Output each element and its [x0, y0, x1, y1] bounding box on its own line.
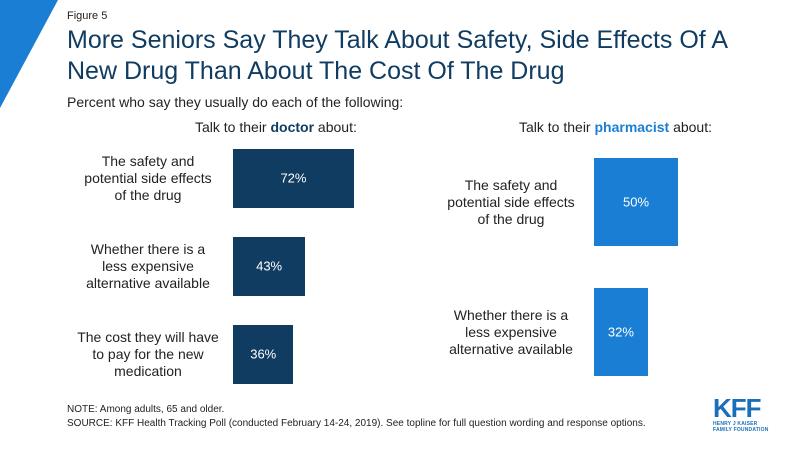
doctor-header-prefix: Talk to their — [195, 119, 271, 135]
category-label-line: of the drug — [477, 210, 545, 227]
category-label-line: alternative available — [86, 274, 210, 291]
category-label-line: The safety and — [101, 152, 195, 169]
chart-subtitle: Percent who say they usually do each of … — [67, 94, 404, 110]
kff-logo: KFF HENRY J KAISER FAMILY FOUNDATION — [713, 395, 773, 433]
doctor-bar-value-2: 43% — [256, 258, 283, 274]
category-label-line: The cost they will have — [77, 328, 219, 345]
doctor-bar-value-3: 36% — [250, 346, 277, 362]
category-label-line: medication — [114, 362, 182, 379]
doctor-panel-header: Talk to their doctor about: — [195, 119, 357, 135]
pharmacist-bar-value-2: 32% — [607, 324, 634, 340]
category-label-line: Whether there is a — [90, 240, 206, 257]
logo-subtitle-line2: FAMILY FOUNDATION — [713, 427, 769, 433]
category-label-line: less expensive — [102, 257, 194, 274]
category-label-line: less expensive — [465, 323, 557, 340]
source-text: SOURCE: KFF Health Tracking Poll (conduc… — [67, 418, 646, 429]
chart-title: More Seniors Say They Talk About Safety,… — [67, 26, 727, 85]
pharmacist-category-label-1: The safety and potential side effects of t… — [426, 177, 596, 228]
pharmacist-header-keyword: pharmacist — [594, 119, 670, 135]
doctor-bar-value-1: 72% — [280, 170, 307, 186]
doctor-header-suffix: about: — [314, 119, 357, 135]
corner-accent — [0, 0, 58, 108]
category-label-line: alternative available — [449, 340, 573, 357]
logo-word: KFF — [713, 393, 762, 423]
pharmacist-header-prefix: Talk to their — [519, 119, 595, 135]
note-text: NOTE: Among adults, 65 and older. — [67, 404, 225, 415]
doctor-category-label-3: The cost they will have to pay for the ne… — [63, 329, 233, 380]
doctor-bar-3 — [233, 324, 294, 384]
category-label-line: of the drug — [114, 186, 182, 203]
doctor-category-label-2: Whether there is a less expensive alternat… — [63, 241, 233, 292]
pharmacist-panel-header: Talk to their pharmacist about: — [519, 119, 712, 135]
category-label-line: potential side effects — [84, 169, 212, 186]
category-label-line: potential side effects — [447, 193, 575, 210]
figure-label: Figure 5 — [67, 10, 108, 22]
category-label-line: The safety and — [464, 176, 558, 193]
pharmacist-bar-1 — [594, 158, 678, 246]
category-label-line: Whether there is a — [453, 306, 569, 323]
doctor-bar-2 — [233, 236, 306, 296]
pharmacist-bar-2 — [594, 288, 648, 376]
doctor-category-label-1: The safety and potential side effects of t… — [63, 153, 233, 204]
pharmacist-category-label-2: Whether there is a less expensive alternat… — [426, 307, 596, 358]
logo-subtitle-line1: HENRY J KAISER — [713, 421, 758, 427]
pharmacist-bar-value-1: 50% — [622, 194, 650, 210]
category-label-line: to pay for the new — [92, 345, 204, 362]
doctor-header-keyword: doctor — [270, 119, 315, 135]
pharmacist-header-suffix: about: — [669, 119, 713, 135]
doctor-bar-1 — [233, 148, 354, 208]
